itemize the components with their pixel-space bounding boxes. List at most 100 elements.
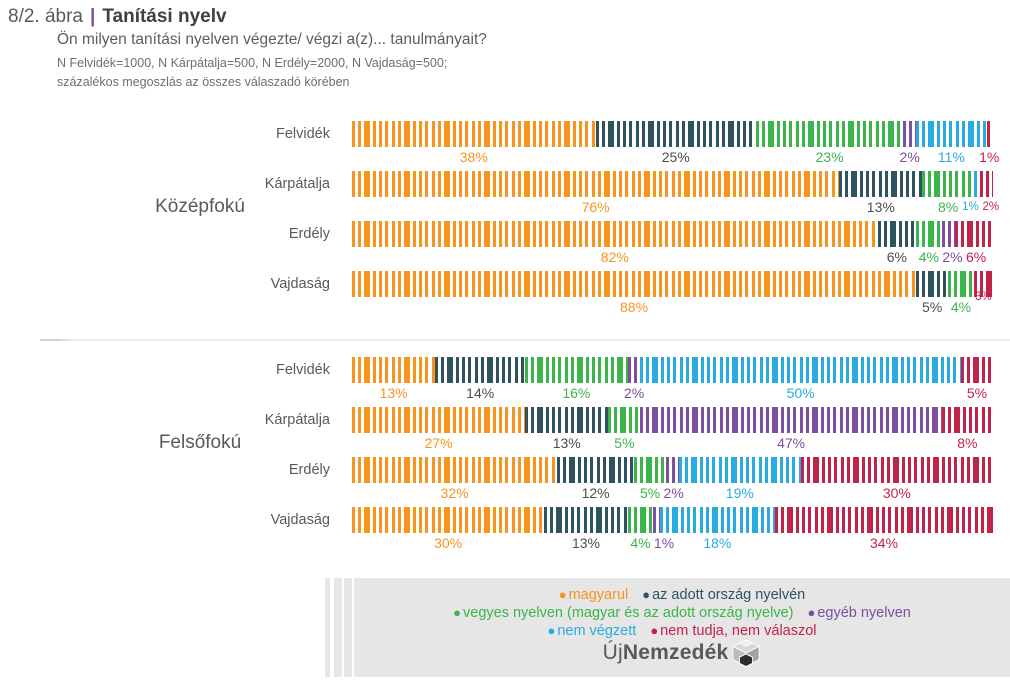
group-label: Középfokú [155,196,245,217]
value-label-orszag: 13% [866,199,895,215]
bar-segment-nem_tudja [800,457,993,483]
stacked-bar [352,221,993,247]
value-label-nem_tudja: 30% [882,485,911,501]
bar-segment-nem_tudja [960,357,993,383]
bar-segment-vegyes [922,171,974,197]
brand-logo: ÚjNemzedék [354,638,1010,668]
stacked-bar [352,507,993,533]
chart-row: Felvidék 38% 25% 23% 2% 11% 1% [0,118,1010,168]
bar-segment-magyarul [352,171,840,197]
figure-number: 8/2. ábra [8,6,83,27]
value-label-vegyes: 4% [630,535,651,551]
stacked-bar [352,271,993,297]
value-label-vegyes: 23% [815,149,844,165]
bar-segment-nem_tudja [954,221,993,247]
value-label-magyarul: 13% [379,385,408,401]
bar-segment-nem_tudja [941,407,993,433]
value-label-vegyes: 5% [639,485,661,501]
bar-segment-nem_tudja [775,507,993,533]
chart-row: Felvidék 13% 14% 16% 2% 50% 5% [0,354,1010,404]
legend-item-label: egyéb nyelven [817,605,911,621]
legend-bullet-icon: ● [650,623,659,638]
legend-decor-stripe [325,578,330,677]
value-label-vegyes: 16% [562,385,591,401]
value-label-magyarul: 32% [440,485,469,501]
bar-segment-egyeb [640,407,942,433]
row-label: Erdély [288,462,330,478]
value-label-egyeb: 47% [777,435,806,451]
bar-segment-orszag [839,171,923,197]
bar-segment-egyeb [653,507,660,533]
value-label-egyeb: 2% [623,385,645,401]
bar-segment-nem_vegzett [659,507,776,533]
value-label-egyeb: 2% [663,485,684,501]
value-label-orszag: 13% [571,535,600,551]
value-label-magyarul: 82% [600,249,629,265]
bar-segment-vegyes [627,507,654,533]
value-label-magyarul: 27% [424,435,453,451]
bar-segment-magyarul [352,271,917,297]
row-label: Vajdaság [270,512,330,528]
chart-group: Középfokú Felvidék 38% 25% 23% 2% 11% 1% Kárpáta… [0,118,1010,318]
value-label-nem_vegzett: 18% [703,535,732,551]
value-label-magyarul: 88% [620,299,649,315]
legend-bullet-icon: ● [642,587,651,602]
bar-segment-nem_vegzett [678,457,801,483]
group-label: Felsőfokú [158,432,242,453]
value-label-nem_tudja: 6% [965,249,987,265]
value-label-nem_vegzett: 1% [962,201,979,213]
bar-segment-orszag [557,457,635,483]
legend-bullet-icon: ● [547,623,556,638]
sample-size-note: N Felvidék=1000, N Kárpátalja=500, N Erd… [57,56,448,70]
row-label: Kárpátalja [264,412,330,428]
chart-row: Vajdaság 30% 13% 4% 1% 18% 34% [0,504,1010,554]
value-label-nem_tudja: 3% [975,291,992,303]
value-label-orszag: 12% [581,485,610,501]
legend-item-egyeb: ● egyéb nyelven [807,604,910,622]
title-separator: | [90,6,96,27]
legend-decor-stripe [344,578,352,677]
bar-segment-magyarul [352,357,436,383]
value-label-nem_vegzett: 50% [786,385,815,401]
bar-segment-vegyes [948,271,974,297]
stacked-bar [352,407,993,433]
value-label-nem_vegzett: 19% [725,485,754,501]
group-divider-line [40,339,1010,341]
value-label-nem_tudja: 8% [957,435,978,451]
value-label-orszag: 6% [886,249,907,265]
row-label: Felvidék [276,126,330,142]
legend-item-magyarul: ● magyarul [559,586,629,604]
value-label-nem_tudja: 2% [982,201,1000,213]
legend-item-vegyes: ● vegyes nyelven (magyar és az adott orsz… [453,604,793,622]
legend-item-label: nem tudja, nem válaszol [660,623,817,639]
legend-line: ● vegyes nyelven (magyar és az adott orsz… [354,604,1010,622]
chart-row: Vajdaság 88% 5% 4% 3% [0,268,1010,318]
value-label-nem_vegzett: 11% [937,149,965,165]
survey-question: Ön milyen tanítási nyelven végezte/ végz… [57,31,487,48]
bar-segment-orszag [595,121,756,147]
brand-logo-text: ÚjNemzedék [602,641,729,664]
stacked-bar [352,457,993,483]
legend-bullet-icon: ● [807,605,816,620]
bar-segment-vegyes [525,357,628,383]
legend-lines: ● magyarul ● az adott ország nyelvén ● vegyes… [354,586,1010,640]
bar-segment-magyarul [352,507,545,533]
value-label-orszag: 13% [552,435,581,451]
legend-item-label: az adott ország nyelvén [652,587,806,603]
value-label-vegyes: 5% [614,435,635,451]
value-label-orszag: 14% [466,385,495,401]
row-label: Vajdaság [270,276,330,292]
bar-segment-egyeb [941,221,955,247]
value-label-magyarul: 76% [581,199,610,215]
chart-group: Felsőfokú Felvidék 13% 14% 16% 2% 50% 5% Kárpáta… [0,354,1010,554]
row-label: Kárpátalja [264,176,330,192]
value-label-nem_tudja: 5% [966,385,988,401]
bar-segment-nem_vegzett [973,171,981,197]
legend-line: ● magyarul ● az adott ország nyelvén [354,586,1010,604]
legend-item-label: vegyes nyelven (magyar és az adott orszá… [463,605,794,621]
row-label: Erdély [288,226,330,242]
value-label-nem_tudja: 1% [979,149,1000,165]
stacked-bar [352,357,993,383]
legend-item-nem_vegzett: ● nem végzett [547,622,636,640]
legend-bullet-icon: ● [558,587,567,602]
